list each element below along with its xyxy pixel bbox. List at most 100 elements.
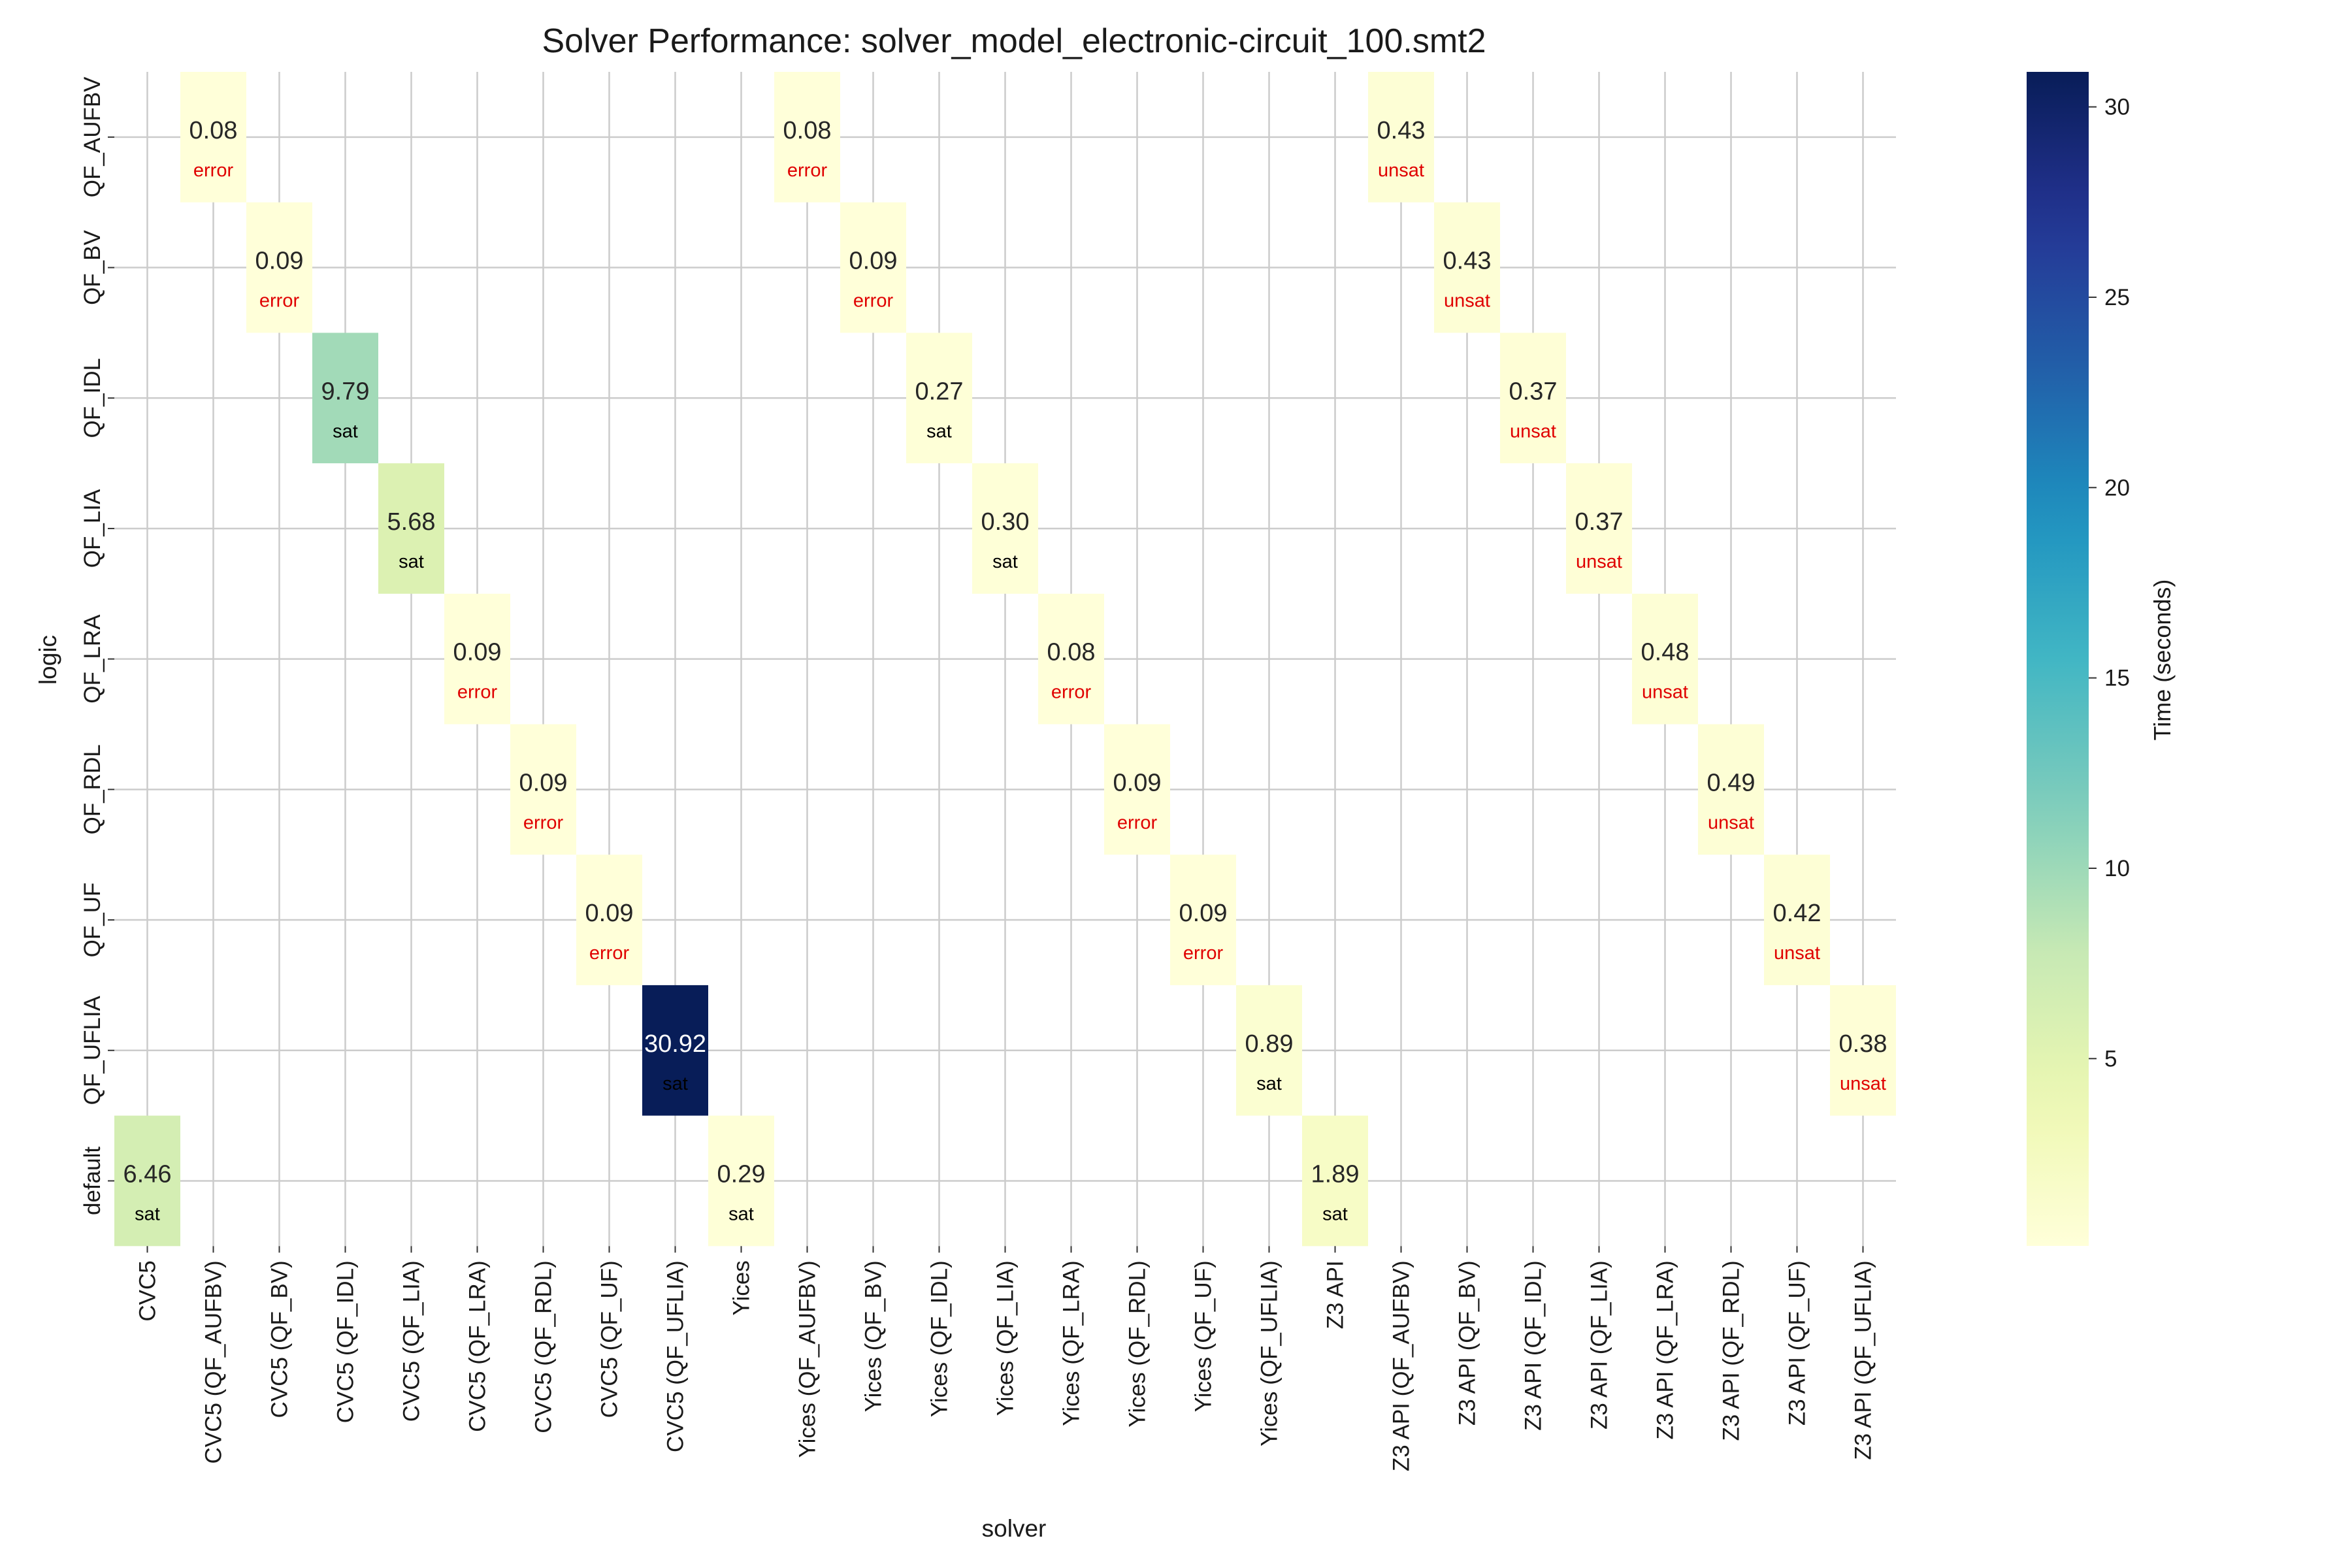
- cell-status-label: error: [523, 812, 564, 833]
- cell-value-label: 0.37: [1509, 378, 1558, 405]
- heatmap-cell: 0.08 error: [180, 72, 246, 203]
- cell-value-label: 9.79: [321, 378, 370, 405]
- x-tick-label: Z3 API (QF_IDL): [1521, 1260, 1546, 1431]
- x-tick-label: CVC5 (QF_BV): [267, 1260, 293, 1418]
- x-tick-label: CVC5 (QF_LIA): [399, 1260, 425, 1422]
- cell-value-label: 0.38: [1839, 1030, 1887, 1058]
- x-tick-label: CVC5 (QF_UF): [597, 1260, 623, 1418]
- heatmap-cell-rect: [1698, 724, 1764, 855]
- cell-value-label: 0.30: [981, 508, 1030, 536]
- cell-value-label: 0.29: [717, 1160, 766, 1188]
- heatmap-cell-rect: [114, 1115, 180, 1247]
- heatmap-cell: 0.89 sat: [1236, 985, 1302, 1116]
- y-tick-label: default: [80, 1147, 105, 1215]
- cell-status-label: unsat: [1378, 160, 1424, 181]
- y-tick-label: QF_BV: [80, 230, 105, 305]
- x-tick-label: Z3 API: [1323, 1260, 1348, 1329]
- x-tick-label: Z3 API (QF_UF): [1785, 1260, 1810, 1426]
- y-tick-label: QF_IDL: [80, 358, 105, 438]
- heatmap-cell-rect: [1500, 333, 1566, 464]
- heatmap-cell-rect: [444, 593, 510, 725]
- x-tick-label: Yices (QF_LIA): [993, 1260, 1019, 1416]
- y-tick-label: QF_LRA: [80, 614, 105, 704]
- cell-value-label: 0.42: [1773, 900, 1821, 927]
- cell-value-label: 0.89: [1245, 1030, 1294, 1058]
- cell-value-label: 0.43: [1377, 117, 1426, 144]
- heatmap-cell: 1.89 sat: [1302, 1115, 1368, 1247]
- y-tick-labels: QF_AUFBV QF_BV QF_IDL QF_LIA QF_LRA QF_RDL QF_…: [80, 76, 114, 1215]
- x-tick-label: CVC5 (QF_AUFBV): [201, 1260, 227, 1463]
- cell-status-label: error: [589, 943, 630, 964]
- cell-value-label: 0.08: [189, 117, 238, 144]
- cell-status-label: unsat: [1708, 812, 1754, 833]
- cell-value-label: 0.09: [519, 769, 568, 796]
- x-tick-label: Yices (QF_UF): [1191, 1260, 1217, 1412]
- cell-status-label: sat: [992, 551, 1018, 572]
- cell-value-label: 0.09: [255, 248, 304, 275]
- heatmap-cell-rect: [642, 985, 708, 1116]
- cell-status-label: error: [853, 291, 894, 312]
- cell-value-label: 30.92: [644, 1030, 706, 1058]
- cell-status-label: error: [259, 291, 300, 312]
- y-tick-label: QF_UFLIA: [80, 995, 105, 1105]
- heatmap-cell: 0.38 unsat: [1830, 985, 1896, 1116]
- x-tick-label: Yices (QF_UFLIA): [1257, 1260, 1282, 1446]
- heatmap-cell-rect: [1302, 1115, 1368, 1247]
- cell-status-label: sat: [662, 1073, 688, 1094]
- y-tick-label: QF_LIA: [80, 489, 105, 568]
- heatmap-cell: 6.46 sat: [114, 1115, 180, 1247]
- colorbar-label: Time (seconds): [2149, 580, 2176, 741]
- cell-status-label: error: [787, 160, 828, 181]
- colorbar-tick-label: 30: [2104, 95, 2130, 120]
- cell-status-label: error: [193, 160, 234, 181]
- heatmap-cell: 0.37 unsat: [1566, 463, 1632, 594]
- heatmap-cell: 0.09 error: [576, 855, 642, 985]
- cell-status-label: error: [1117, 812, 1158, 833]
- heatmap-cell: 0.43 unsat: [1368, 72, 1434, 203]
- cell-status-label: sat: [399, 551, 424, 572]
- cell-value-label: 0.09: [453, 639, 502, 666]
- y-tick-label: QF_AUFBV: [80, 76, 105, 197]
- heatmap-cell-rect: [972, 463, 1038, 594]
- cell-value-label: 1.89: [1311, 1160, 1360, 1188]
- heatmap-cell: 0.08 error: [774, 72, 840, 203]
- cell-status-label: sat: [926, 421, 952, 442]
- heatmap-cell: 0.30 sat: [972, 463, 1038, 594]
- heatmap-cell-rect: [1368, 72, 1434, 203]
- heatmap-cell: 0.09 error: [1104, 724, 1170, 855]
- colorbar: 5 10 15 20 25 30 Time (seconds): [2027, 72, 2176, 1246]
- cell-status-label: error: [457, 682, 498, 703]
- x-tick-label: Z3 API (QF_RDL): [1719, 1260, 1744, 1441]
- heatmap-cell-rect: [1170, 855, 1236, 985]
- cell-status-label: unsat: [1576, 551, 1622, 572]
- cell-status-label: unsat: [1642, 682, 1688, 703]
- x-axis-label: solver: [982, 1515, 1047, 1542]
- heatmap-cell-rect: [774, 72, 840, 203]
- cell-value-label: 0.43: [1443, 248, 1492, 275]
- heatmap-cell-rect: [1038, 593, 1104, 725]
- heatmap-cell: 0.09 error: [1170, 855, 1236, 985]
- chart-title: Solver Performance: solver_model_electro…: [542, 22, 1486, 60]
- cell-status-label: unsat: [1774, 943, 1820, 964]
- cell-value-label: 5.68: [387, 508, 436, 536]
- y-tick-label: QF_RDL: [80, 744, 105, 834]
- y-tick-label: QF_UF: [80, 883, 105, 958]
- heatmap-cells: 0.08error0.08error0.43unsat0.09error0.09…: [114, 72, 1896, 1247]
- heatmap-cell-rect: [246, 202, 312, 333]
- heatmap-cell-rect: [1632, 593, 1698, 725]
- heatmap-cell: 0.27 sat: [906, 333, 972, 464]
- x-tick-label: Yices (QF_BV): [861, 1260, 887, 1412]
- cell-status-label: sat: [135, 1203, 160, 1224]
- heatmap-cell: 5.68 sat: [378, 463, 444, 594]
- heatmap-cell: 0.37 unsat: [1500, 333, 1566, 464]
- heatmap-cell-rect: [312, 333, 378, 464]
- heatmap-cell-rect: [180, 72, 246, 203]
- x-tick-label: Yices (QF_IDL): [927, 1260, 953, 1417]
- heatmap-cell: 0.09 error: [444, 593, 510, 725]
- cell-value-label: 0.09: [1179, 900, 1228, 927]
- cell-status-label: unsat: [1840, 1073, 1886, 1094]
- cell-status-label: sat: [728, 1203, 754, 1224]
- colorbar-tick-label: 25: [2104, 285, 2130, 310]
- heatmap-cell: 30.92 sat: [642, 985, 708, 1116]
- cell-value-label: 0.09: [849, 248, 898, 275]
